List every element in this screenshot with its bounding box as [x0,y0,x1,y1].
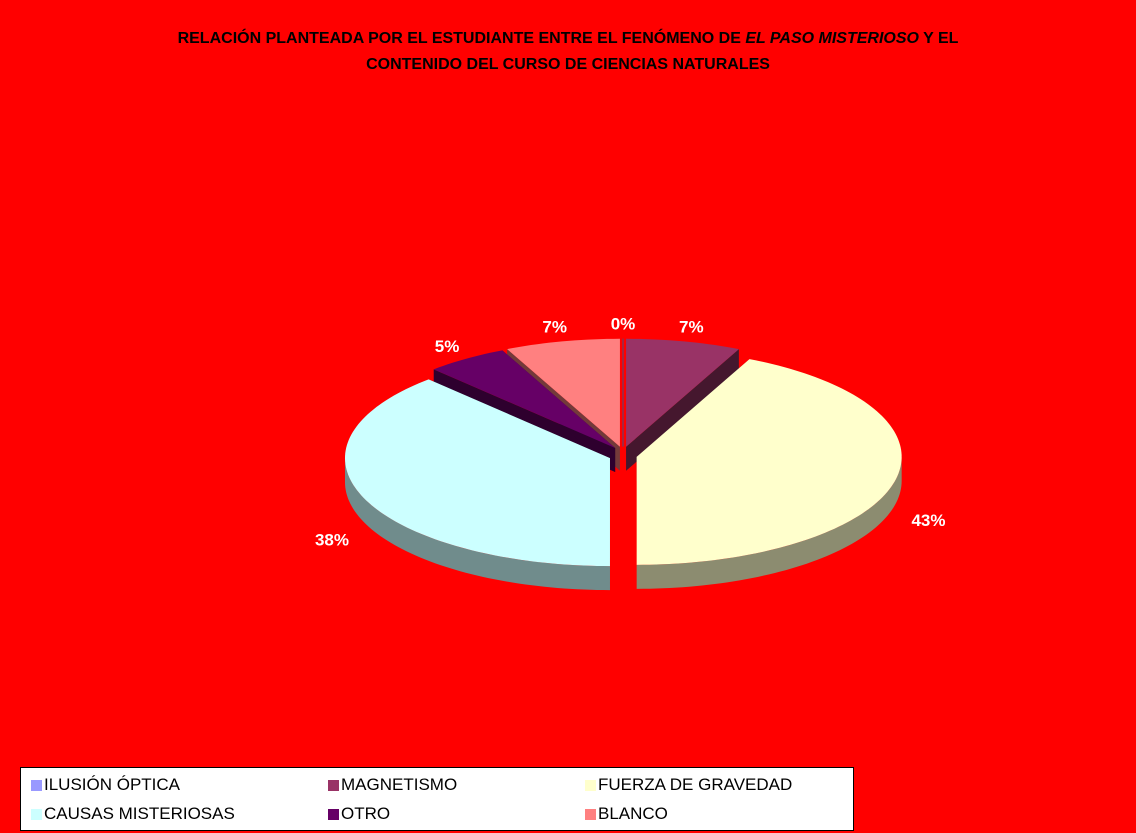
data-label: 0% [611,314,636,333]
legend-label: BLANCO [598,804,668,823]
slice [507,338,620,447]
legend-swatch [328,780,339,791]
legend-label: CAUSAS MISTERIOSAS [44,804,235,823]
legend-swatch [31,780,42,791]
slice [626,338,739,447]
title-text: Y EL CONTENIDO DEL CURSO DE CIENCIAS NAT… [366,30,959,73]
data-label: 7% [542,318,567,337]
slice-side [636,456,902,589]
slice [344,379,610,567]
chart-title: RELACIÓN PLANTEADA POR EL ESTUDIANTE ENT… [128,26,1008,78]
legend-label: MAGNETISMO [341,775,458,794]
legend-swatch [585,809,596,820]
legend-swatch [31,809,42,820]
legend-label: ILUSIÓN ÓPTICA [44,775,181,794]
legend: ILUSIÓN ÓPTICA MAGNETISMO FUERZA DE GRAVED… [20,767,854,831]
legend-swatch [328,809,339,820]
slice [636,359,902,565]
slice-wall [626,349,739,471]
data-label: 7% [679,318,704,337]
legend-swatch [585,780,596,791]
title-italic: EL PASO MISTERIOSO [745,30,919,47]
slice-side [344,458,610,591]
legend-label: FUERZA DE GRAVEDAD [598,775,793,794]
slice [433,350,616,449]
pie-area: 0% 7% 43% 38% 5% 7% [315,314,945,591]
data-label: 5% [435,337,460,356]
data-label: 43% [911,511,945,530]
legend-label: OTRO [341,804,391,823]
data-label: 38% [315,530,349,549]
title-text: RELACIÓN PLANTEADA POR EL ESTUDIANTE ENT… [177,30,741,47]
tops: 0% 7% 43% 38% 5% 7% [315,314,945,567]
